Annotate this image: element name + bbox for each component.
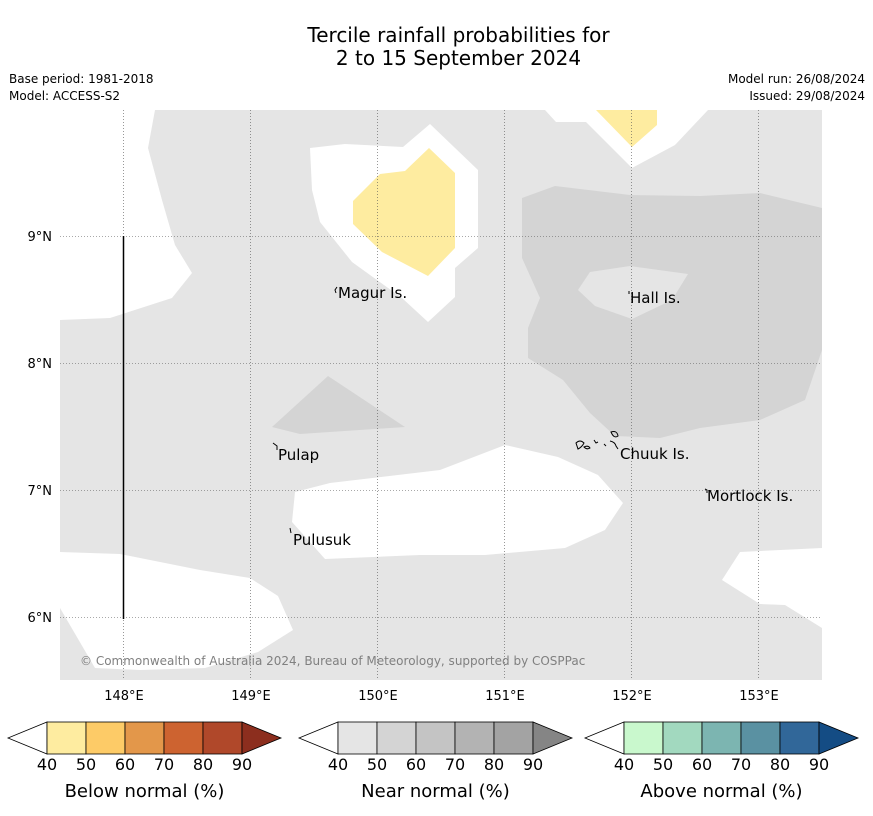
colorbar-over-arrow <box>532 721 574 755</box>
island-shapes <box>272 286 708 534</box>
model-label: Model: ACCESS-S2 <box>9 89 121 103</box>
colorbar-tick-label: 70 <box>445 755 465 774</box>
lon-tick-label: 153°E <box>739 689 779 704</box>
no-dominant-region-south <box>292 445 623 559</box>
colorbar-segment <box>163 721 204 755</box>
place-label-mortlock: Mortlock Is. <box>707 487 793 505</box>
colorbar-tick-label: 60 <box>692 755 712 774</box>
pulap-island <box>272 442 278 450</box>
colorbar-segment <box>124 721 165 755</box>
model-run-label: Model run: 26/08/2024 <box>727 72 865 86</box>
chuuk-island-5 <box>610 431 619 438</box>
pulusuk-island <box>289 527 292 534</box>
lat-tick-label: 8°N <box>28 357 53 372</box>
colorbar-under-arrow <box>583 721 625 755</box>
colorbar-tick-label: 50 <box>367 755 387 774</box>
colorbar-legends: 40 50 60 70 80 90 Below normal (%) 40 50 60 70 80 90… <box>6 721 860 802</box>
lon-tick-label: 148°E <box>104 689 144 704</box>
mortlock-island <box>704 488 708 493</box>
place-label-magur: Magur Is. <box>338 284 407 302</box>
colorbar-tick-label: 50 <box>76 755 96 774</box>
chuuk-island-1 <box>575 440 585 450</box>
colorbar-tick-label: 80 <box>193 755 213 774</box>
copyright-text: © Commonwealth of Australia 2024, Bureau… <box>80 654 585 668</box>
colorbar-tick-label: 80 <box>484 755 504 774</box>
place-label-chuuk: Chuuk Is. <box>620 445 689 463</box>
colorbar-tick-label: 90 <box>809 755 829 774</box>
colorbar-3: 40 50 60 70 80 90 Above normal (%) <box>583 721 860 802</box>
chuuk-island-3 <box>593 439 599 444</box>
colorbar-tick-label: 70 <box>154 755 174 774</box>
chuuk-island-2 <box>583 445 591 450</box>
lon-tick-label: 151°E <box>485 689 525 704</box>
lat-tick-label: 9°N <box>28 230 53 245</box>
colorbar-segment <box>662 721 703 755</box>
near-normal-50-region-west <box>272 376 405 434</box>
colorbar-tick-label: 40 <box>614 755 634 774</box>
chart-title-line2: 2 to 15 September 2024 <box>335 46 582 70</box>
chart-title-line1: Tercile rainfall probabilities for <box>307 23 610 47</box>
place-label-pulusuk: Pulusuk <box>293 531 351 549</box>
colorbar-segment <box>779 721 820 755</box>
lat-tick-label: 7°N <box>28 484 53 499</box>
lon-tick-label: 149°E <box>231 689 271 704</box>
base-period-label: Base period: 1981-2018 <box>9 72 154 86</box>
colorbar-segment <box>202 721 243 755</box>
colorbar-segment <box>740 721 781 755</box>
colorbar-label: Above normal (%) <box>640 781 802 802</box>
colorbar-segment <box>701 721 742 755</box>
map-area <box>60 110 822 680</box>
no-dominant-region-east <box>722 548 822 628</box>
colorbar-label: Below normal (%) <box>65 781 225 802</box>
colorbar-segment <box>623 721 664 755</box>
issued-label: Issued: 29/08/2024 <box>749 89 865 103</box>
magur-island <box>334 286 338 294</box>
colorbar-segment <box>415 721 456 755</box>
colorbar-tick-label: 70 <box>731 755 751 774</box>
lon-tick-label: 152°E <box>612 689 652 704</box>
colorbar-tick-label: 60 <box>406 755 426 774</box>
colorbar-segment <box>454 721 495 755</box>
colorbar-tick-label: 40 <box>328 755 348 774</box>
chuuk-island-6 <box>609 440 619 450</box>
colorbar-tick-label: 50 <box>653 755 673 774</box>
no-dominant-region-west <box>60 110 192 320</box>
below-normal-region-magur <box>353 148 455 276</box>
colorbar-segment <box>85 721 126 755</box>
colorbar-over-arrow <box>818 721 860 755</box>
colorbar-over-arrow <box>241 721 283 755</box>
colorbar-1: 40 50 60 70 80 90 Below normal (%) <box>6 721 283 802</box>
colorbar-under-arrow <box>297 721 339 755</box>
colorbar-segment <box>376 721 417 755</box>
chuuk-island-4 <box>603 443 607 447</box>
colorbar-under-arrow <box>6 721 48 755</box>
colorbar-tick-label: 90 <box>523 755 543 774</box>
place-label-pulap: Pulap <box>278 446 319 464</box>
colorbar-tick-label: 80 <box>770 755 790 774</box>
place-label-hall: Hall Is. <box>630 289 681 307</box>
near-normal-40-hole-hall <box>578 266 688 319</box>
colorbar-2: 40 50 60 70 80 90 Near normal (%) <box>297 721 574 802</box>
colorbar-tick-label: 40 <box>37 755 57 774</box>
colorbar-tick-label: 60 <box>115 755 135 774</box>
lat-tick-label: 6°N <box>28 611 53 626</box>
colorbar-label: Near normal (%) <box>361 781 510 802</box>
below-normal-region-north <box>596 110 657 147</box>
near-normal-50-region-east <box>522 186 822 438</box>
colorbar-segment <box>46 721 87 755</box>
colorbar-segment <box>493 721 534 755</box>
no-dominant-region-southwest <box>60 552 293 670</box>
colorbar-tick-label: 90 <box>232 755 252 774</box>
lon-tick-label: 150°E <box>358 689 398 704</box>
colorbar-segment <box>337 721 378 755</box>
